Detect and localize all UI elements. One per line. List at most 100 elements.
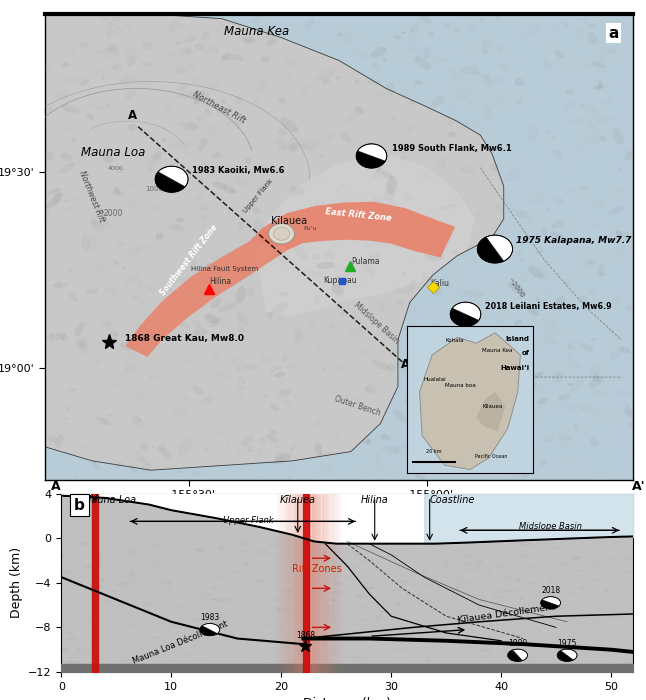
Ellipse shape xyxy=(494,97,504,102)
Ellipse shape xyxy=(213,360,218,363)
Ellipse shape xyxy=(485,77,503,87)
Ellipse shape xyxy=(629,410,635,417)
Ellipse shape xyxy=(120,652,125,655)
Ellipse shape xyxy=(506,392,510,398)
Ellipse shape xyxy=(408,29,413,33)
Ellipse shape xyxy=(521,629,526,633)
Ellipse shape xyxy=(222,52,230,61)
Ellipse shape xyxy=(402,581,407,585)
Ellipse shape xyxy=(617,375,622,379)
Ellipse shape xyxy=(614,300,620,303)
Ellipse shape xyxy=(98,13,108,17)
Ellipse shape xyxy=(178,471,183,473)
Ellipse shape xyxy=(197,180,205,186)
Ellipse shape xyxy=(304,19,315,29)
Ellipse shape xyxy=(212,351,220,358)
Ellipse shape xyxy=(245,288,255,296)
Ellipse shape xyxy=(585,259,596,265)
Ellipse shape xyxy=(332,285,341,293)
Ellipse shape xyxy=(149,168,153,173)
Ellipse shape xyxy=(198,302,203,306)
Ellipse shape xyxy=(202,595,208,598)
Ellipse shape xyxy=(190,38,194,43)
Ellipse shape xyxy=(342,566,352,568)
Ellipse shape xyxy=(58,648,65,650)
Ellipse shape xyxy=(137,421,147,428)
Ellipse shape xyxy=(475,391,485,398)
Ellipse shape xyxy=(453,556,464,557)
Ellipse shape xyxy=(120,78,130,85)
Ellipse shape xyxy=(615,15,622,24)
Ellipse shape xyxy=(574,272,587,278)
Ellipse shape xyxy=(180,323,190,329)
Polygon shape xyxy=(508,650,523,662)
Ellipse shape xyxy=(379,302,382,305)
Ellipse shape xyxy=(267,545,280,547)
Ellipse shape xyxy=(458,270,460,273)
Ellipse shape xyxy=(61,125,71,133)
Ellipse shape xyxy=(385,555,398,557)
Ellipse shape xyxy=(364,386,377,393)
Ellipse shape xyxy=(612,398,620,406)
Ellipse shape xyxy=(492,440,497,445)
Ellipse shape xyxy=(389,314,394,321)
Ellipse shape xyxy=(508,283,526,296)
Ellipse shape xyxy=(258,438,264,441)
Ellipse shape xyxy=(76,328,81,335)
Ellipse shape xyxy=(146,286,157,292)
Text: 1868: 1868 xyxy=(296,631,315,640)
Ellipse shape xyxy=(65,167,68,171)
Ellipse shape xyxy=(382,57,387,61)
Polygon shape xyxy=(267,202,455,258)
Ellipse shape xyxy=(345,116,353,123)
Ellipse shape xyxy=(260,623,271,626)
Ellipse shape xyxy=(98,584,105,588)
Ellipse shape xyxy=(197,624,202,626)
Ellipse shape xyxy=(170,554,181,555)
Text: Mauna Kea: Mauna Kea xyxy=(224,25,289,38)
Ellipse shape xyxy=(618,251,625,260)
Ellipse shape xyxy=(61,333,66,337)
Ellipse shape xyxy=(59,162,76,174)
Ellipse shape xyxy=(64,149,68,153)
Ellipse shape xyxy=(483,38,488,46)
Ellipse shape xyxy=(455,600,463,601)
Ellipse shape xyxy=(502,104,508,106)
Ellipse shape xyxy=(426,358,432,363)
Ellipse shape xyxy=(428,31,434,38)
Ellipse shape xyxy=(156,232,162,239)
Ellipse shape xyxy=(578,603,583,605)
Ellipse shape xyxy=(468,569,472,572)
Ellipse shape xyxy=(165,103,169,106)
Ellipse shape xyxy=(371,360,390,370)
Ellipse shape xyxy=(481,41,488,45)
Ellipse shape xyxy=(192,320,200,326)
Ellipse shape xyxy=(241,88,244,92)
Ellipse shape xyxy=(570,558,577,559)
Ellipse shape xyxy=(585,186,592,190)
Ellipse shape xyxy=(220,579,224,581)
Ellipse shape xyxy=(396,342,404,349)
Ellipse shape xyxy=(426,251,432,257)
Polygon shape xyxy=(561,649,577,660)
Ellipse shape xyxy=(140,107,144,111)
Text: 1000: 1000 xyxy=(145,186,163,192)
Ellipse shape xyxy=(247,445,254,451)
Ellipse shape xyxy=(145,162,152,174)
Ellipse shape xyxy=(128,573,134,577)
Ellipse shape xyxy=(457,639,462,643)
Ellipse shape xyxy=(234,120,242,130)
Ellipse shape xyxy=(344,576,352,579)
Ellipse shape xyxy=(494,389,503,394)
Ellipse shape xyxy=(191,290,201,297)
Ellipse shape xyxy=(245,580,249,581)
Ellipse shape xyxy=(602,578,608,579)
Text: 4000: 4000 xyxy=(108,166,123,171)
Ellipse shape xyxy=(112,260,120,265)
Ellipse shape xyxy=(515,580,524,582)
Ellipse shape xyxy=(547,568,553,569)
Text: Midslope Basin: Midslope Basin xyxy=(352,300,401,345)
Ellipse shape xyxy=(528,634,541,637)
Ellipse shape xyxy=(547,580,558,583)
Ellipse shape xyxy=(67,660,80,662)
